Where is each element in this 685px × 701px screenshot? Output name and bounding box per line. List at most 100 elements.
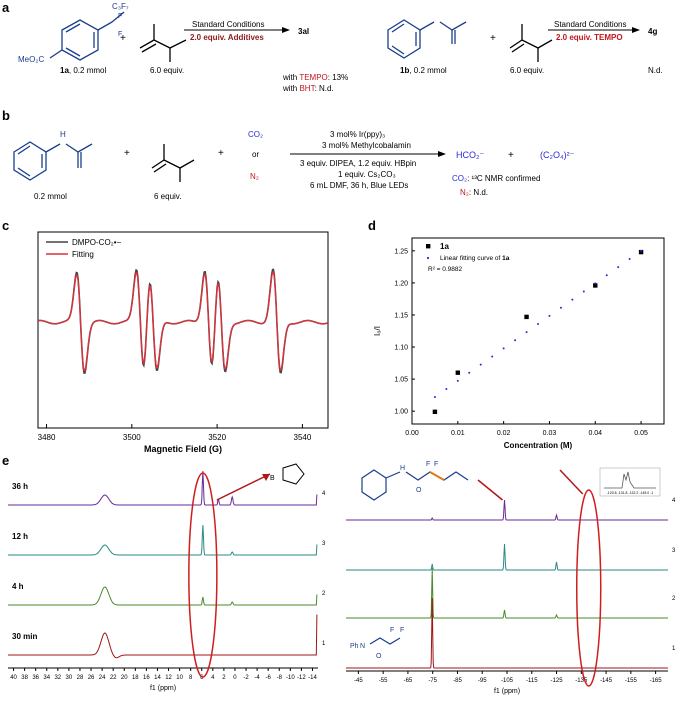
tempo-result: with TEMPO: 13% — [283, 73, 349, 82]
highlight-ellipse-right — [575, 489, 602, 687]
fit-dot — [456, 379, 459, 382]
r-squared: R² = 0.9882 — [428, 266, 463, 273]
fit-dot — [571, 298, 574, 301]
product-nh-label: H — [400, 465, 405, 472]
trace-time-label: 36 h — [12, 482, 28, 491]
additive-left: 2.0 equiv. Additives — [190, 33, 264, 42]
nmr-left-tick-label: 8 — [189, 675, 193, 681]
fit-dot — [559, 306, 562, 309]
nmr-left-tick-label: 16 — [143, 675, 150, 681]
fit-dot — [514, 339, 517, 342]
alkene-structure-right — [509, 24, 553, 62]
nmr-left-tick-label: -8 — [277, 675, 283, 681]
nmr-left-tick-label: 30 — [66, 675, 73, 681]
trace-number: 2 — [322, 591, 326, 597]
oxalate-product: (C₂O₄)²⁻ — [540, 150, 575, 160]
legend-marker-1a — [426, 244, 431, 249]
nmr-left-tick-label: 10 — [176, 675, 183, 681]
nmr-left-tick-label: 0 — [233, 675, 237, 681]
cf3-label: C₃F₇ — [112, 2, 129, 11]
inset-ticks: -120.8 -131.8 -132.2 -145.0 -1 — [607, 491, 654, 495]
nmr-left-tick-label: -4 — [254, 675, 260, 681]
nmr-right-trace — [346, 543, 668, 571]
fit-dot — [582, 290, 585, 293]
data-point — [593, 283, 598, 288]
boron-label: B — [270, 475, 275, 482]
data-point — [524, 314, 529, 320]
cond-b4: 1 equiv. Cs₂CO₃ — [338, 170, 396, 179]
scatter-ytick-label: 1.05 — [394, 377, 408, 384]
epr-xtick-label: 3540 — [294, 433, 312, 442]
nmr-left-tick-label: 18 — [132, 675, 139, 681]
cond-right: Standard Conditions — [554, 20, 627, 29]
compound-1a-caption: 1a, 0.2 mmol — [60, 66, 107, 75]
n2-reagent: N₂ — [250, 172, 259, 181]
cond-b3: 3 equiv. DIPEA, 1.2 equiv. HBpin — [300, 159, 417, 168]
compound-1b-caption: 1b, 0.2 mmol — [400, 66, 447, 75]
sm-chain — [369, 637, 401, 645]
nmr-right-xlabel: f1 (ppm) — [494, 688, 520, 695]
or-text: or — [252, 150, 260, 159]
legend-marker-fit — [426, 256, 430, 260]
compound-1b-structure — [387, 19, 467, 59]
trace-number: 2 — [672, 596, 676, 602]
fit-dot — [479, 363, 482, 366]
panel-d-label: d — [368, 218, 376, 233]
epr-xtick-label: 3520 — [208, 433, 226, 442]
alkene-structure-b — [151, 144, 195, 182]
panel-a-label: a — [2, 0, 10, 15]
fit-dot — [537, 322, 539, 325]
panel-a-scheme: F F — [49, 11, 640, 62]
epr-series-fitting — [38, 271, 329, 372]
trace-time-label: 30 min — [12, 632, 37, 641]
sm-n-label: N — [360, 643, 365, 650]
plus-b2: + — [218, 148, 224, 159]
inset-trace — [604, 471, 656, 489]
nmr-right-tick-label: -135 — [575, 678, 588, 684]
nmr-left-tick-label: 24 — [99, 675, 106, 681]
nmr-left-tick-label: 36 — [32, 675, 39, 681]
scatter-ylabel: I₀/I — [373, 326, 382, 336]
f-label-1a: F — [118, 13, 122, 20]
arrow-to-structure — [216, 473, 271, 501]
nmr-left-xlabel: f1 (ppm) — [150, 685, 176, 692]
boron-ring — [282, 463, 305, 485]
nmr-left-tick-label: 20 — [121, 675, 128, 681]
nmr-left-tick-label: 26 — [88, 675, 95, 681]
product-phenyl-ring — [361, 469, 387, 501]
alkene-structure-left — [139, 24, 187, 62]
epr-plot-frame — [37, 231, 329, 429]
nmr-left-tick-label: 12 — [165, 675, 172, 681]
nmr-right-trace — [346, 567, 668, 619]
trace-number: 1 — [672, 646, 676, 652]
fit-dot — [445, 387, 448, 390]
product-o-label: O — [416, 487, 422, 494]
fit-dot — [502, 347, 505, 350]
panel-c-label: c — [2, 218, 10, 233]
scatter-ytick-label: 1.20 — [394, 280, 408, 287]
product-f-label: F — [426, 461, 430, 468]
nmr-left-trace — [8, 614, 318, 659]
plus-a1: + — [120, 33, 126, 44]
nmr-right-tick-label: -115 — [526, 678, 538, 684]
equiv-left: 6.0 equiv. — [150, 66, 185, 75]
nmr-right-tick-label: -65 — [404, 678, 413, 684]
product-chain — [385, 471, 469, 481]
legend-label-fitting: Fitting — [72, 250, 94, 259]
additive-right: 2.0 equiv. TEMPO — [556, 33, 623, 42]
scatter-xtick-label: 0.00 — [405, 430, 419, 437]
product-new-bond — [429, 471, 445, 481]
nmr-right-tick-label: -55 — [379, 678, 388, 684]
product-3al: 3al — [298, 27, 310, 36]
plus-b3: + — [508, 150, 514, 161]
nmr-right-tick-label: -125 — [551, 678, 564, 684]
sm-f-label: F — [390, 627, 394, 634]
legend-label-fit: Linear fitting curve of 1a — [440, 255, 510, 262]
nmr-left-tick-label: -2 — [243, 675, 249, 681]
nmr-left-tick-label: 38 — [21, 675, 28, 681]
sm-o-label: O — [376, 653, 382, 660]
nmr-left-tick-label: -6 — [266, 675, 272, 681]
f-label-1a-2: F — [118, 31, 122, 38]
formate-product: HCO₂⁻ — [456, 150, 485, 160]
fit-dot — [617, 266, 620, 269]
